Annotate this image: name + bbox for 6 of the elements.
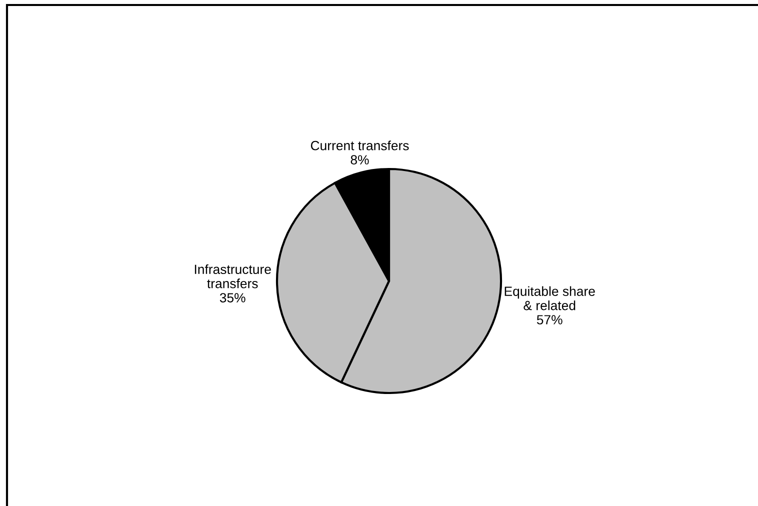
data-label: 57% xyxy=(536,315,562,324)
data-label: 8% xyxy=(350,155,369,164)
slice-label: Current transfers xyxy=(310,140,409,150)
slice-label: Equitable share & related xyxy=(504,286,595,310)
data-label: 35% xyxy=(220,293,246,302)
slice-label: Infrastructure transfers xyxy=(194,264,271,288)
